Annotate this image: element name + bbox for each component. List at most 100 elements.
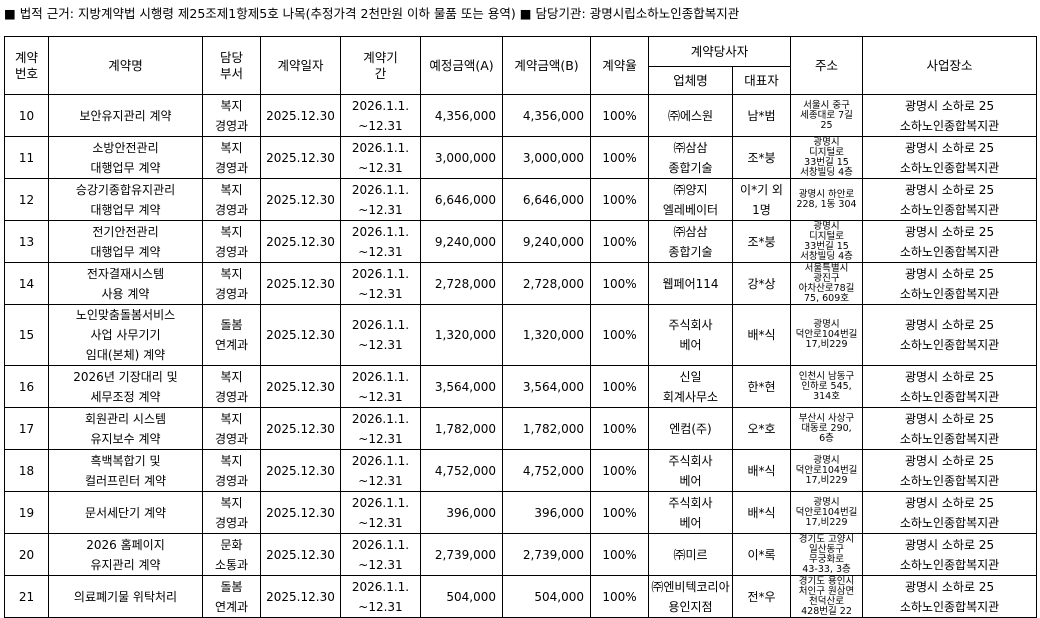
cell-contract-date: 2025.12.30 [260,262,341,305]
header-est: 예정금액(A) [420,36,503,95]
cell-department: 돌봄 연계과 [202,304,261,366]
cell-contract-rate: 100% [590,94,649,137]
cell-representative: 전*우 [731,575,792,618]
cell-representative: 한*현 [731,365,792,408]
cell-contract-amount: 3,564,000 [502,365,591,408]
table-row: 19 문서세단기 계약 복지 경영과 2025.12.30 2026.1.1. ~12.… [4,491,1038,534]
cell-representative: 오*호 [731,407,792,450]
cell-no: 17 [4,407,49,450]
cell-contract-rate: 100% [590,220,649,263]
cell-contract-amount: 3,000,000 [502,136,591,179]
cell-company: 주식회사 베어 [648,491,733,534]
cell-department: 복지 경영과 [202,491,261,534]
cell-site: 광명시 소하로 25 소하노인종합복지관 [862,407,1038,450]
cell-estimated-amount: 1,320,000 [420,304,503,366]
cell-contract-period: 2026.1.1. ~12.31 [340,136,421,179]
cell-contract-name: 승강기종합유지관리 대행업무 계약 [48,178,203,221]
cell-contract-amount: 9,240,000 [502,220,591,263]
header-period: 계약기 간 [340,36,421,95]
cell-estimated-amount: 4,752,000 [420,449,503,492]
table-row: 20 2026 홈페이지 유지관리 계약 문화 소통과 2025.12.30 2026.… [4,533,1038,576]
table-row: 14 전자결재시스템 사용 계약 복지 경영과 2025.12.30 2026.1.1.… [4,262,1038,305]
cell-department: 복지 경영과 [202,178,261,221]
cell-contract-date: 2025.12.30 [260,491,341,534]
cell-department: 복지 경영과 [202,136,261,179]
cell-contract-rate: 100% [590,491,649,534]
cell-address: 광명시 하안로 228, 1동 304 [790,178,864,221]
cell-site: 광명시 소하로 25 소하노인종합복지관 [862,304,1038,366]
cell-contract-name: 의료폐기물 위탁처리 [48,575,203,618]
cell-estimated-amount: 3,564,000 [420,365,503,408]
header-address: 주소 [790,36,864,95]
cell-contract-date: 2025.12.30 [260,449,341,492]
cell-site: 광명시 소하로 25 소하노인종합복지관 [862,220,1038,263]
cell-contract-period: 2026.1.1. ~12.31 [340,533,421,576]
cell-contract-name: 문서세단기 계약 [48,491,203,534]
contract-table: 계약 번호 계약명 담당 부서 계약일자 계약기 간 예정금액(A) 계약금액(… [4,36,1038,618]
cell-site: 광명시 소하로 25 소하노인종합복지관 [862,136,1038,179]
cell-address: 서울시 중구 세종대로 7길 25 [790,94,864,137]
cell-department: 복지 경영과 [202,262,261,305]
cell-address: 경기도 용인시 처인구 원삼면 천덕산로 428번길 22 [790,575,864,618]
cell-representative: 강*상 [731,262,792,305]
cell-contract-rate: 100% [590,136,649,179]
cell-contract-amount: 4,752,000 [502,449,591,492]
cell-address: 광명시 덕안로104번길 17,비229 [790,449,864,492]
cell-no: 16 [4,365,49,408]
header-party: 계약당사자 [647,36,792,67]
cell-estimated-amount: 3,000,000 [420,136,503,179]
cell-site: 광명시 소하로 25 소하노인종합복지관 [862,365,1038,408]
table-row: 10 보안유지관리 계약 복지 경영과 2025.12.30 2026.1.1. ~12… [4,94,1038,137]
cell-contract-rate: 100% [590,407,649,450]
cell-site: 광명시 소하로 25 소하노인종합복지관 [862,533,1038,576]
cell-no: 18 [4,449,49,492]
header-dept: 담당 부서 [202,36,261,95]
table-row: 18 흑백복합기 및 컬러프린터 계약 복지 경영과 2025.12.30 2026.1… [4,449,1038,492]
cell-contract-period: 2026.1.1. ~12.31 [340,407,421,450]
cell-no: 13 [4,220,49,263]
cell-company: 웹페어114 [648,262,733,305]
cell-department: 복지 경영과 [202,94,261,137]
cell-representative: 배*식 [731,304,792,366]
cell-contract-amount: 504,000 [502,575,591,618]
cell-contract-date: 2025.12.30 [260,304,341,366]
document-caption: ■ 법적 근거: 지방계약법 시행령 제25조제1항제5호 나목(추정가격 2천… [4,6,740,21]
cell-estimated-amount: 504,000 [420,575,503,618]
cell-contract-date: 2025.12.30 [260,575,341,618]
cell-contract-date: 2025.12.30 [260,533,341,576]
cell-no: 20 [4,533,49,576]
cell-contract-period: 2026.1.1. ~12.31 [340,262,421,305]
cell-address: 인천시 남동구 인하로 545, 314호 [790,365,864,408]
cell-contract-name: 흑백복합기 및 컬러프린터 계약 [48,449,203,492]
cell-contract-name: 전기안전관리 대행업무 계약 [48,220,203,263]
cell-representative: 이*록 [731,533,792,576]
cell-company: 주식회사 베어 [648,304,733,366]
cell-representative: 배*식 [731,491,792,534]
cell-contract-period: 2026.1.1. ~12.31 [340,304,421,366]
cell-contract-amount: 396,000 [502,491,591,534]
cell-company: 엔컴(주) [648,407,733,450]
cell-contract-date: 2025.12.30 [260,220,341,263]
cell-contract-rate: 100% [590,262,649,305]
cell-contract-amount: 1,320,000 [502,304,591,366]
cell-contract-rate: 100% [590,449,649,492]
cell-site: 광명시 소하로 25 소하노인종합복지관 [862,94,1038,137]
cell-contract-period: 2026.1.1. ~12.31 [340,94,421,137]
cell-site: 광명시 소하로 25 소하노인종합복지관 [862,575,1038,618]
cell-contract-period: 2026.1.1. ~12.31 [340,220,421,263]
cell-contract-date: 2025.12.30 [260,407,341,450]
cell-estimated-amount: 4,356,000 [420,94,503,137]
cell-contract-rate: 100% [590,365,649,408]
cell-company: 신일 회계사무소 [648,365,733,408]
cell-company: ㈜에스원 [648,94,733,137]
cell-site: 광명시 소하로 25 소하노인종합복지관 [862,262,1038,305]
cell-contract-name: 2026년 기장대리 및 세무조정 계약 [48,365,203,408]
header-amount: 계약금액(B) [502,36,591,95]
cell-estimated-amount: 2,728,000 [420,262,503,305]
cell-company: ㈜미르 [648,533,733,576]
cell-address: 광명시 덕안로104번길 17,비229 [790,304,864,366]
cell-contract-rate: 100% [590,575,649,618]
cell-department: 복지 경영과 [202,407,261,450]
cell-estimated-amount: 396,000 [420,491,503,534]
cell-address: 광명시 디지털로 33번길 15 서창빌딩 4층 [790,220,864,263]
